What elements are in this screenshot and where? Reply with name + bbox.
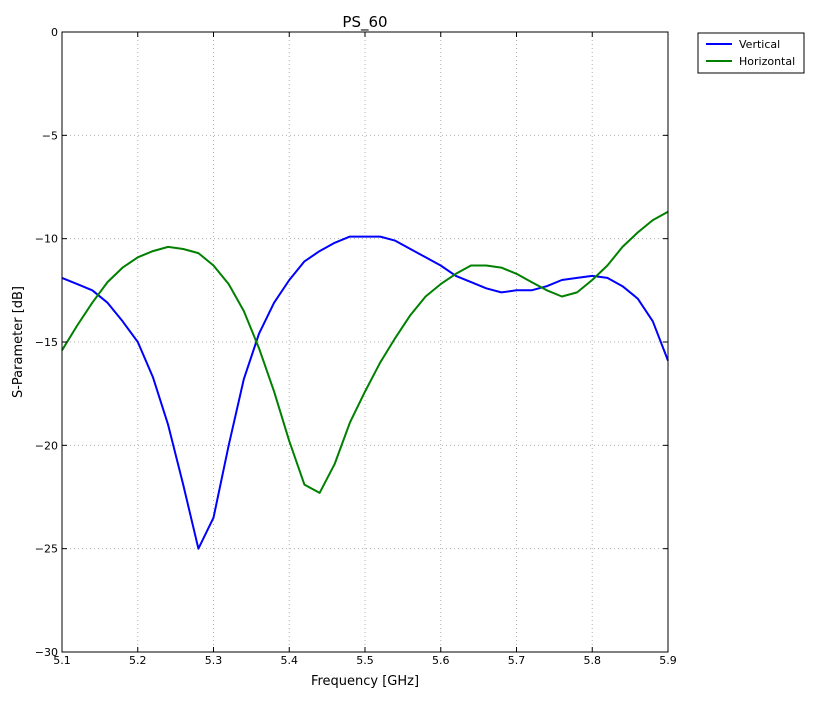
grid [62, 32, 668, 652]
y-tick-label: −30 [35, 646, 58, 659]
legend-box [697, 32, 805, 74]
y-tick-label: −20 [35, 439, 58, 452]
x-tick-label: 5.4 [281, 654, 299, 667]
y-tick-label: −25 [35, 543, 58, 556]
legend-label-horizontal: Horizontal [739, 55, 795, 68]
x-tick-label: 5.6 [432, 654, 450, 667]
x-tick-label: 5.7 [508, 654, 526, 667]
y-tick-label: −5 [42, 129, 58, 142]
y-axis-label: S-Parameter [dB] [11, 286, 26, 398]
chart-title: PS_60 [342, 13, 387, 32]
x-tick-label: 5.8 [584, 654, 602, 667]
x-tick-label: 5.5 [356, 654, 374, 667]
ticks: 5.1 5.2 5.3 5.4 5.5 5.6 5.7 5.8 5.9 0 −5 −10 −15 −20 −… [35, 26, 677, 667]
y-tick-label: 0 [51, 26, 58, 39]
series-line-horizontal [61, 210, 669, 494]
x-tick-label: 5.9 [659, 654, 677, 667]
series-line-vertical [61, 235, 669, 550]
legend-label-vertical: Vertical [739, 38, 780, 51]
legend: Vertical Horizontal [697, 32, 805, 74]
y-tick-label: −15 [35, 336, 58, 349]
x-axis-label: Frequency [GHz] [311, 674, 419, 689]
x-tick-label: 5.2 [129, 654, 147, 667]
x-tick-label: 5.3 [205, 654, 223, 667]
series-layer [61, 210, 669, 550]
y-tick-label: −10 [35, 233, 58, 246]
x-tick-label: 5.1 [53, 654, 71, 667]
